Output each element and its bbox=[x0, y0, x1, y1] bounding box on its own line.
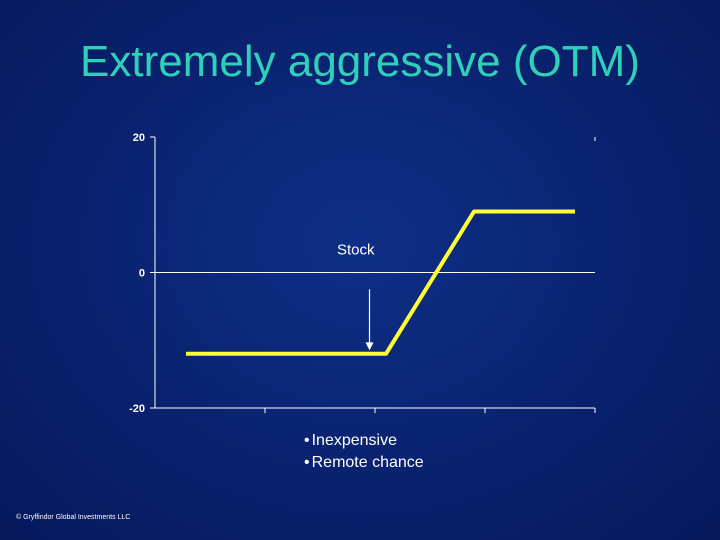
annotation-label: Stock bbox=[337, 242, 375, 259]
bullet-item: Inexpensive bbox=[304, 430, 424, 452]
slide-title: Extremely aggressive (OTM) bbox=[80, 37, 640, 86]
y-tick-label: 0 bbox=[139, 268, 145, 280]
bullet-list: Inexpensive Remote chance bbox=[304, 430, 424, 474]
annotation-arrowhead bbox=[365, 342, 374, 351]
payoff-line bbox=[186, 209, 575, 356]
chart-series bbox=[186, 209, 575, 356]
bullet-item: Remote chance bbox=[304, 452, 424, 474]
chart-ticks: 20 0 -20 bbox=[129, 132, 596, 415]
chart-axes bbox=[154, 137, 596, 409]
chart-annotations: Stock bbox=[337, 242, 375, 351]
copyright-footer: © Gryffindor Global Investments LLC bbox=[16, 514, 131, 521]
y-tick-label: 20 bbox=[133, 132, 145, 144]
y-tick-label: -20 bbox=[129, 403, 145, 415]
